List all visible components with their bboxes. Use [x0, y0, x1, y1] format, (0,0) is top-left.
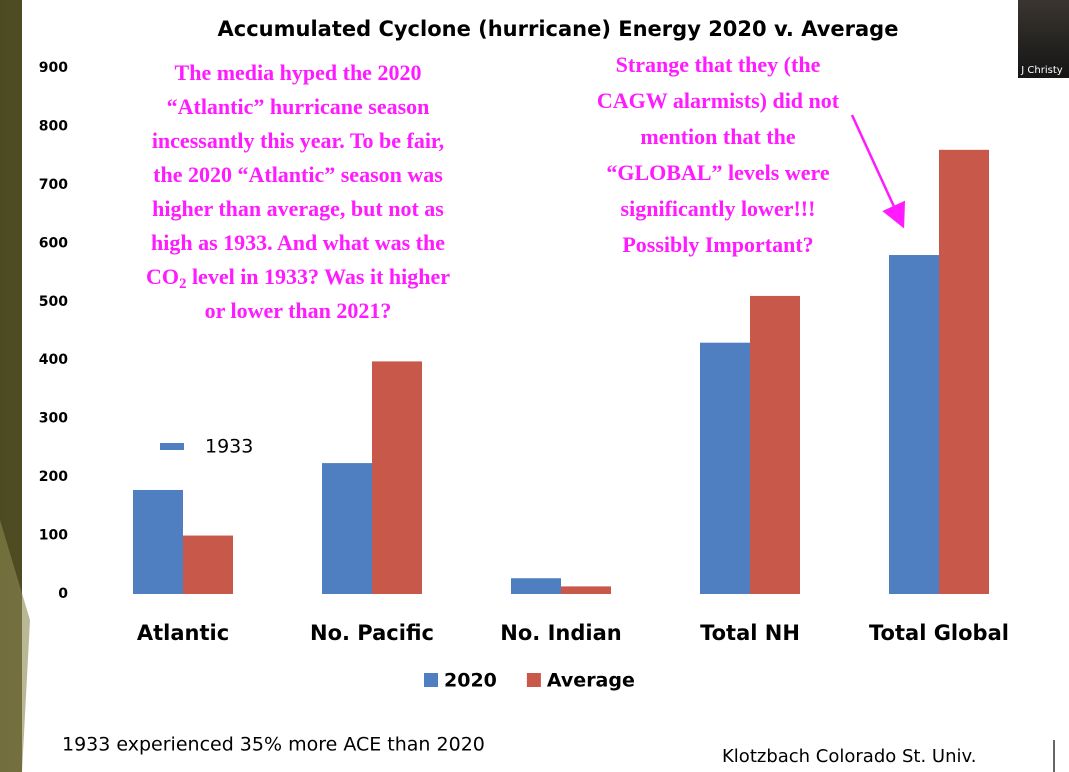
bar [511, 578, 561, 594]
decoration [0, 520, 30, 772]
annotation-part: CO [146, 264, 179, 289]
y-tick-label: 600 [39, 235, 68, 251]
bar [939, 149, 989, 595]
y-tick-label: 800 [39, 118, 68, 134]
x-tick-label: No. Indian [500, 621, 621, 645]
y-tick-label: 0 [58, 586, 68, 602]
footnote: 1933 experienced 35% more ACE than 2020 [62, 734, 485, 756]
annotation: CO2 level in 1933? Was it higher [146, 264, 450, 292]
marker-swatch [160, 443, 184, 450]
y-tick-label: 900 [39, 60, 68, 76]
chart-title: Accumulated Cyclone (hurricane) Energy 2… [218, 17, 899, 41]
annotation: high as 1933. And what was the [151, 230, 445, 255]
bar [372, 361, 422, 594]
y-tick-label: 200 [39, 469, 68, 485]
bar [133, 489, 183, 594]
annotation: CAGW alarmists) did not [597, 88, 840, 113]
legend-swatch [424, 673, 438, 687]
annotation: incessantly this year. To be fair, [152, 128, 444, 153]
annotation: Possibly Important? [622, 232, 813, 257]
annotation: The media hyped the 2020 [175, 60, 422, 85]
x-tick-label: No. Pacific [310, 621, 434, 645]
annotation: significantly lower!!! [621, 196, 816, 221]
y-tick-label: 500 [39, 294, 68, 310]
x-tick-label: Total Global [869, 621, 1009, 645]
x-tick-label: Total NH [700, 621, 800, 645]
legend-label: 2020 [444, 670, 497, 692]
bar [322, 463, 372, 594]
x-tick-label: Atlantic [137, 621, 229, 645]
annotation: or lower than 2021? [205, 298, 392, 323]
y-tick-label: 700 [39, 177, 68, 193]
legend-swatch [526, 673, 541, 687]
bar [889, 255, 939, 594]
y-tick-label: 300 [39, 411, 68, 427]
annotation: “GLOBAL” levels were [606, 160, 829, 185]
bar [183, 535, 233, 594]
y-tick-label: 400 [39, 352, 68, 368]
webcam [1018, 0, 1069, 78]
source: Klotzbach Colorado St. Univ. [722, 746, 976, 767]
arrow [850, 114, 906, 229]
annotation-part: 2 [179, 276, 187, 292]
bar [561, 586, 611, 594]
y-tick-label: 100 [39, 528, 68, 544]
annotation: “Atlantic” hurricane season [167, 94, 430, 119]
bar [700, 342, 750, 594]
bar [750, 295, 800, 594]
annotation: higher than average, but not as [152, 196, 444, 221]
annotation: Strange that they (the [616, 52, 821, 77]
annotation-part: level in 1933? Was it higher [186, 264, 450, 289]
annotation: mention that the [640, 124, 795, 149]
webcam-name: J Christy [1020, 65, 1062, 76]
legend-label: Average [547, 670, 635, 692]
marker-label: 1933 [205, 436, 253, 458]
annotation: the 2020 “Atlantic” season was [153, 162, 443, 187]
